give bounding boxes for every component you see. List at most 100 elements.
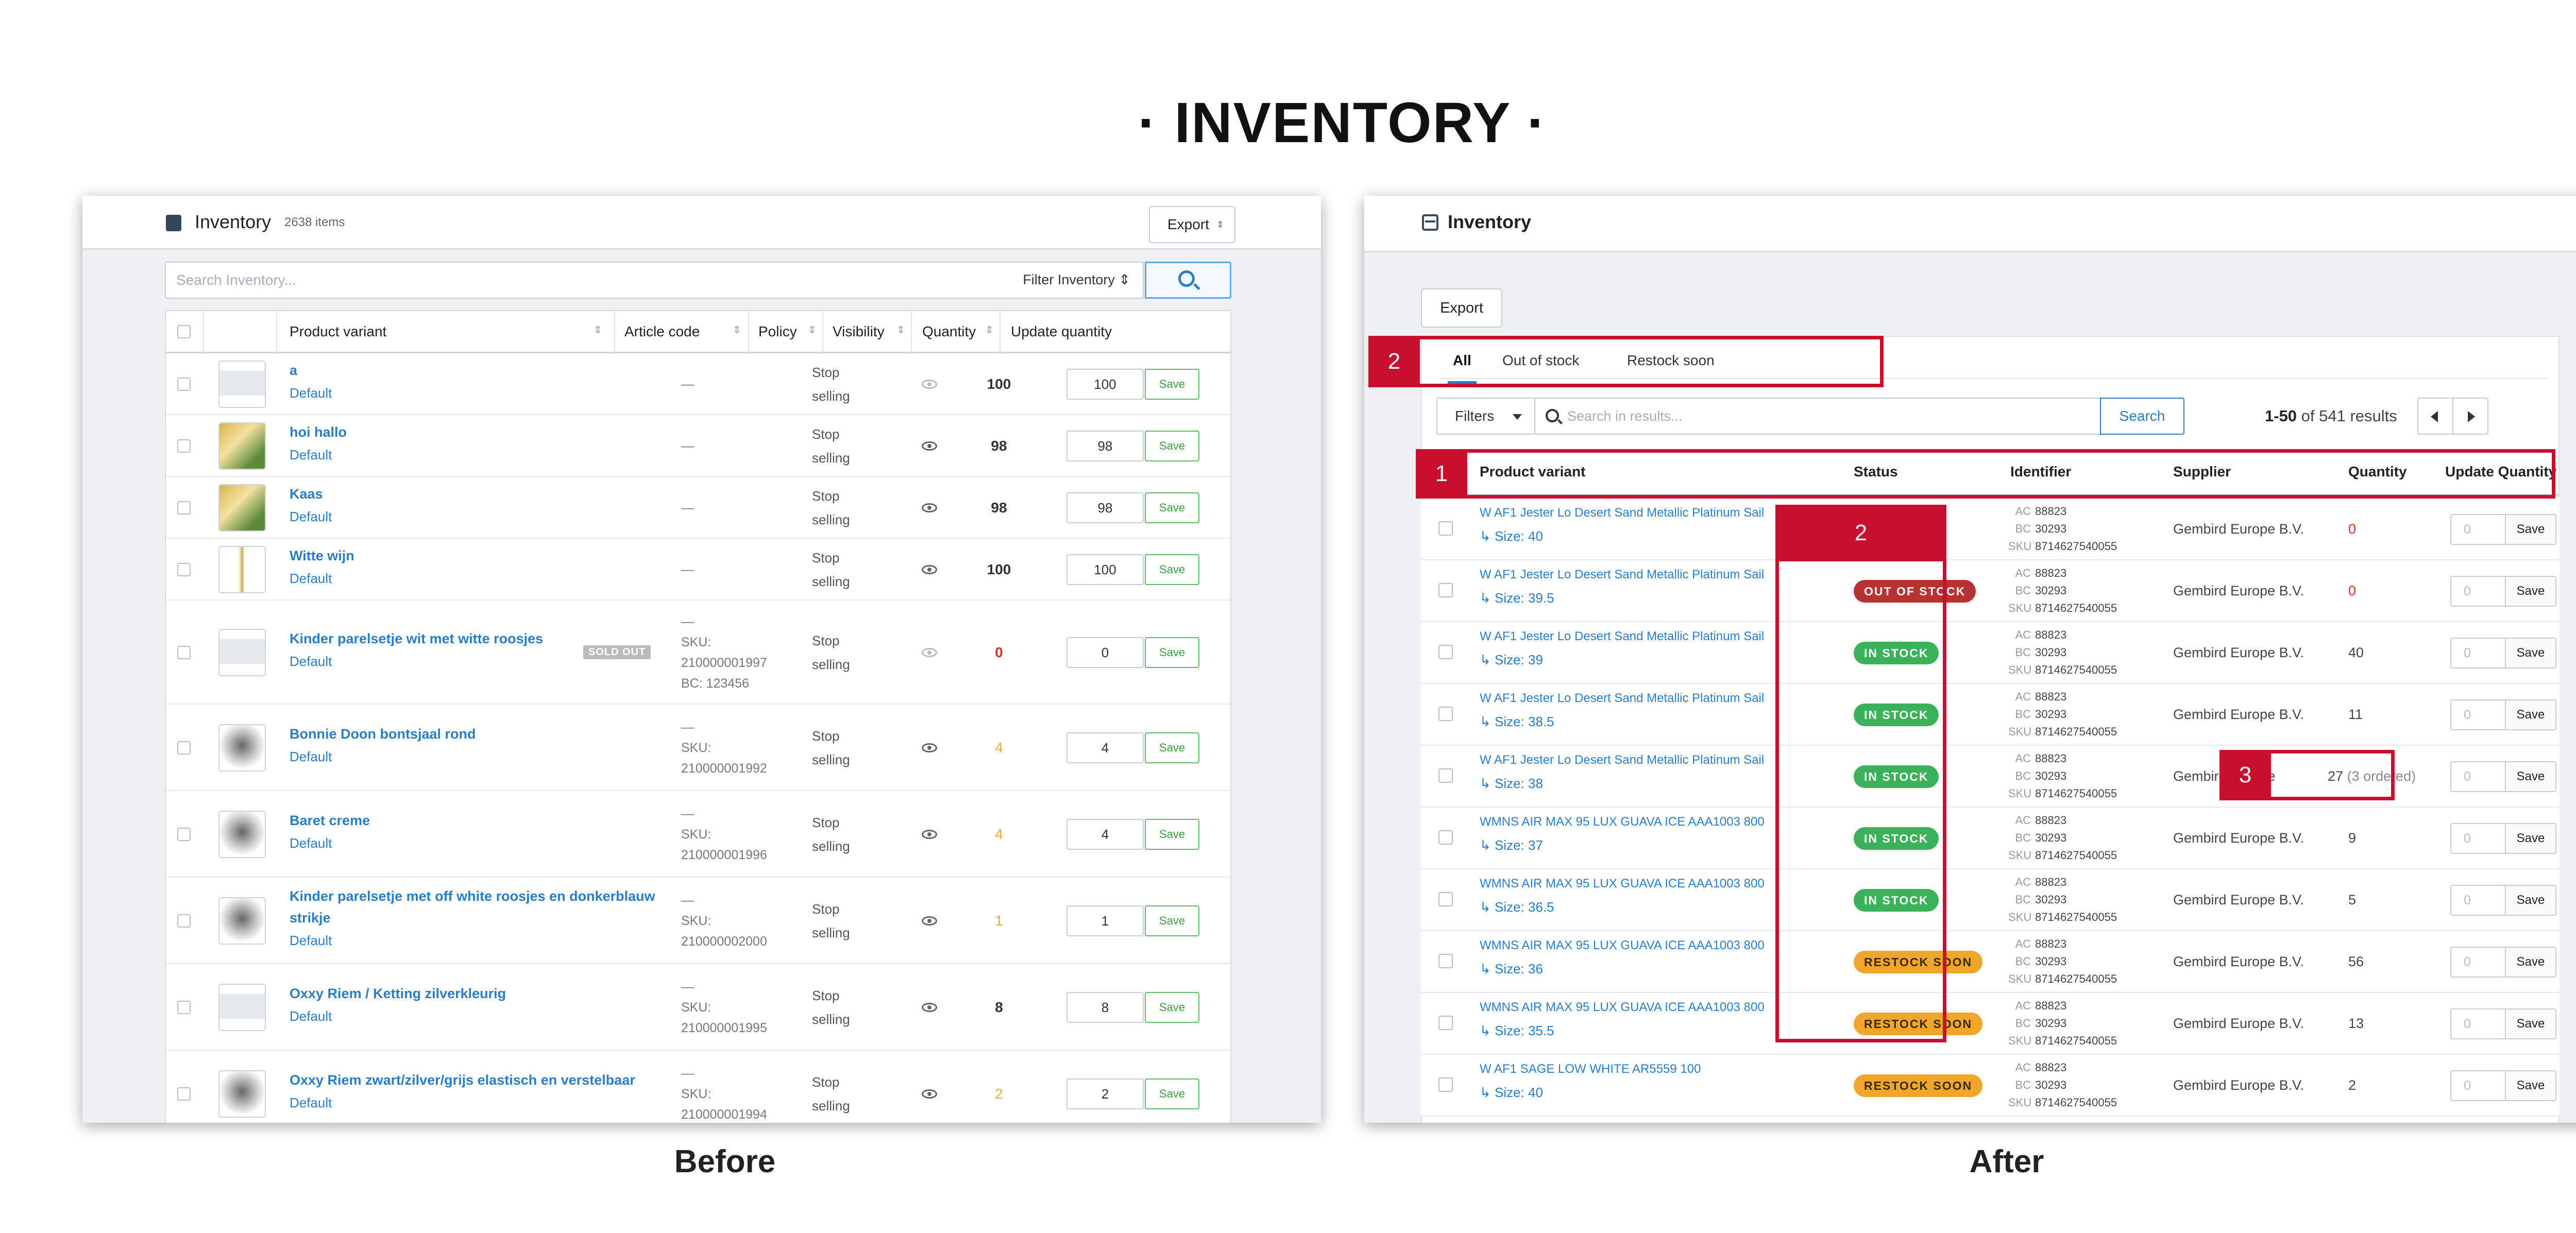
variant-link[interactable]: Default [290,571,332,586]
eye-icon[interactable] [922,830,937,839]
product-name-link[interactable]: W AF1 Jester Lo Desert Sand Metallic Pla… [1480,691,1765,705]
variant-link[interactable]: Default [290,933,332,948]
eye-icon[interactable] [922,565,937,574]
row-checkbox[interactable] [177,828,191,841]
save-button[interactable]: Save [1145,1078,1199,1109]
update-quantity-input[interactable]: 8 [1066,992,1144,1023]
product-name-link[interactable]: WMNS AIR MAX 95 LUX GUAVA ICE AAA1003 80… [1480,1000,1765,1014]
update-quantity-input[interactable]: 0 [1066,637,1144,668]
variant-size-link[interactable]: ↳ Size: 39 [1480,652,1543,667]
row-checkbox[interactable] [1438,830,1453,845]
save-button[interactable]: Save [1145,431,1199,461]
update-quantity-input[interactable]: 0 [2450,947,2506,978]
variant-size-link[interactable]: ↳ Size: 36.5 [1480,899,1554,915]
eye-icon[interactable] [922,503,937,512]
save-button[interactable]: Save [1145,732,1199,763]
sort-icon[interactable]: ⇕ [733,324,741,336]
filters-dropdown[interactable]: Filters [1436,398,1535,435]
col-visibility[interactable]: Visibility [833,323,885,339]
save-button[interactable]: Save [2505,699,2556,730]
update-quantity-input[interactable]: 1 [1066,905,1144,936]
update-quantity-input[interactable]: 0 [2450,638,2506,669]
product-name-link[interactable]: W AF1 Jester Lo Desert Sand Metallic Pla… [1480,629,1765,643]
variant-link[interactable]: Default [290,1008,332,1024]
update-quantity-input[interactable]: 0 [2450,1008,2506,1039]
variant-link[interactable]: Default [290,385,332,401]
row-checkbox[interactable] [1438,1016,1453,1030]
before-search-button[interactable] [1145,262,1231,299]
variant-size-link[interactable]: ↳ Size: 35.5 [1480,1023,1554,1038]
product-name-link[interactable]: Oxxy Riem / Ketting zilverkleurig [290,986,506,1001]
update-quantity-input[interactable]: 0 [2450,885,2506,916]
save-button[interactable]: Save [2505,761,2556,792]
row-checkbox[interactable] [1438,645,1453,659]
select-all-checkbox[interactable] [177,325,191,338]
update-quantity-input[interactable]: 98 [1066,431,1144,461]
eye-slash-icon[interactable] [922,380,937,389]
product-name-link[interactable]: W AF1 SAGE LOW WHITE AR5559 100 [1480,1062,1701,1076]
variant-size-link[interactable]: ↳ Size: 36 [1480,961,1543,977]
eye-icon[interactable] [922,441,937,451]
update-quantity-input[interactable]: 4 [1066,732,1144,763]
eye-icon[interactable] [922,1003,937,1012]
update-quantity-input[interactable]: 98 [1066,492,1144,523]
eye-icon[interactable] [922,1089,937,1099]
product-name-link[interactable]: strikje [290,910,331,926]
save-button[interactable]: Save [2505,1070,2556,1101]
row-checkbox[interactable] [177,646,191,659]
sort-icon[interactable]: ⇕ [594,324,602,336]
update-quantity-input[interactable]: 2 [1066,1078,1144,1109]
update-quantity-input[interactable]: 0 [2450,576,2506,607]
col-article-code[interactable]: Article code [624,323,700,339]
update-quantity-input[interactable]: 100 [1066,554,1144,585]
update-quantity-input[interactable]: 100 [1066,369,1144,400]
eye-slash-icon[interactable] [922,648,937,657]
update-quantity-input[interactable]: 0 [2450,699,2506,730]
save-button[interactable]: Save [1145,637,1199,668]
update-quantity-input[interactable]: 0 [2450,761,2506,792]
update-quantity-input[interactable]: 0 [2450,1070,2506,1101]
row-checkbox[interactable] [177,563,191,576]
variant-size-link[interactable]: ↳ Size: 40 [1480,528,1543,544]
save-button[interactable]: Save [1145,819,1199,850]
variant-link[interactable]: Default [290,749,332,764]
product-name-link[interactable]: Bonnie Doon bontsjaal rond [290,726,476,742]
tab-restock-soon[interactable]: Restock soon [1627,352,1715,368]
product-name-link[interactable]: WMNS AIR MAX 95 LUX GUAVA ICE AAA1003 80… [1480,877,1765,890]
row-checkbox[interactable] [177,1087,191,1101]
after-search-input[interactable]: Search in results... [1534,398,2101,435]
update-quantity-input[interactable]: 0 [2450,514,2506,545]
product-name-link[interactable]: Kinder parelsetje wit met witte roosjes [290,631,544,646]
product-name-link[interactable]: W AF1 Jester Lo Desert Sand Metallic Pla… [1480,506,1765,520]
product-name-link[interactable]: Oxxy Riem zwart/zilver/grijs elastisch e… [290,1072,635,1088]
row-checkbox[interactable] [1438,521,1453,536]
save-button[interactable]: Save [2505,638,2556,669]
row-checkbox[interactable] [1438,1077,1453,1092]
product-name-link[interactable]: WMNS AIR MAX 95 LUX GUAVA ICE AAA1003 80… [1480,815,1765,829]
product-name-link[interactable]: Kinder parelsetje met off white roosjes … [290,888,655,904]
variant-size-link[interactable]: ↳ Size: 40 [1480,1085,1543,1100]
save-button[interactable]: Save [1145,492,1199,523]
update-quantity-input[interactable]: 0 [2450,823,2506,854]
save-button[interactable]: Save [2505,823,2556,854]
save-button[interactable]: Save [1145,554,1199,585]
variant-size-link[interactable]: ↳ Size: 37 [1480,837,1543,853]
before-search-input[interactable]: Search Inventory... Filter Inventory ⇕ [165,262,1144,299]
col-policy[interactable]: Policy [758,323,797,339]
update-quantity-input[interactable]: 4 [1066,819,1144,850]
row-checkbox[interactable] [177,1001,191,1014]
row-checkbox[interactable] [177,378,191,391]
row-checkbox[interactable] [177,439,191,453]
after-export-button[interactable]: Export [1421,288,1502,328]
product-name-link[interactable]: WMNS AIR MAX 95 LUX GUAVA ICE AAA1003 80… [1480,938,1765,952]
prev-page-button[interactable] [2417,398,2453,435]
product-name-link[interactable]: Baret creme [290,813,370,828]
product-name-link[interactable]: Kaas [290,486,323,502]
row-checkbox[interactable] [1438,892,1453,906]
variant-link[interactable]: Default [290,1095,332,1110]
variant-link[interactable]: Default [290,654,332,669]
save-button[interactable]: Save [2505,576,2556,607]
row-checkbox[interactable] [177,741,191,755]
variant-size-link[interactable]: ↳ Size: 39.5 [1480,590,1554,606]
save-button[interactable]: Save [2505,885,2556,916]
